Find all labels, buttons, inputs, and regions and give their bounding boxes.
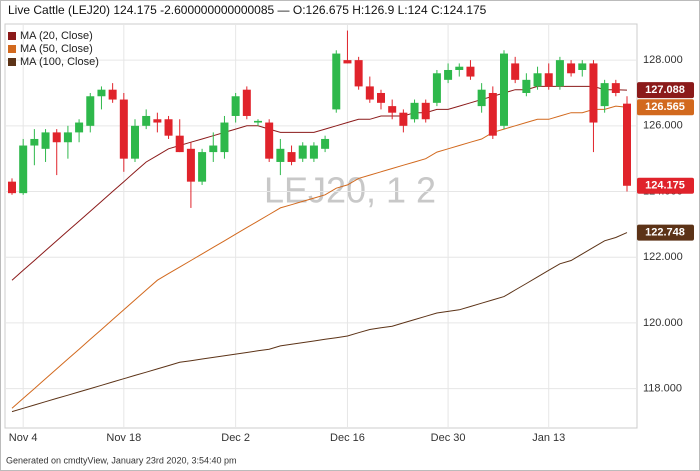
x-tick-label: Dec 30 xyxy=(431,432,466,444)
last-value-label: 122.748 xyxy=(645,227,685,239)
candle-body xyxy=(231,96,240,116)
candle-body xyxy=(589,63,598,123)
y-tick-label: 120.000 xyxy=(643,317,683,329)
candle-body xyxy=(455,66,464,70)
candle-body xyxy=(8,181,16,194)
watermark: LEJ20, 1 2 xyxy=(264,170,436,211)
y-tick-label: 128.000 xyxy=(643,54,683,66)
candle-body xyxy=(399,112,408,126)
candle-body xyxy=(567,63,576,74)
last-value-label: 127.088 xyxy=(645,84,685,96)
legend-swatch xyxy=(8,32,16,40)
candle-body xyxy=(533,73,542,87)
candle-body xyxy=(511,63,520,80)
last-value-label: 124.175 xyxy=(645,180,685,192)
candle-body xyxy=(198,152,207,182)
candle-body xyxy=(131,125,139,159)
candle-body xyxy=(477,89,486,107)
ma-line xyxy=(11,105,628,409)
candle-body xyxy=(309,145,318,159)
x-tick-label: Dec 2 xyxy=(221,432,250,444)
candle-body xyxy=(287,152,296,162)
candle-body xyxy=(254,120,262,123)
candle-body xyxy=(343,60,352,64)
candle-body xyxy=(332,53,341,110)
y-tick-label: 118.000 xyxy=(643,382,682,394)
candle-body xyxy=(19,145,28,194)
candle-body xyxy=(242,89,251,116)
candle-body xyxy=(522,79,531,93)
chart-title: Live Cattle (LEJ20) 124.175 -2.600000000… xyxy=(8,3,487,17)
y-tick-label: 126.000 xyxy=(643,120,683,132)
candle-body xyxy=(578,63,587,70)
candle-body xyxy=(298,145,307,159)
candle-body xyxy=(276,148,285,162)
candle-body xyxy=(209,145,218,153)
candle-body xyxy=(600,83,609,107)
candle-body xyxy=(75,122,84,133)
x-tick-label: Jan 13 xyxy=(532,432,565,444)
candle-body xyxy=(388,106,397,113)
footer: Generated on cmdtyView, January 23rd 202… xyxy=(6,455,236,465)
candle-body xyxy=(365,86,374,100)
candle-body xyxy=(432,73,441,103)
last-value-tag xyxy=(637,224,694,241)
candle-body xyxy=(354,60,363,87)
candle-body xyxy=(186,148,195,182)
candle-body xyxy=(500,53,508,126)
candle-body xyxy=(611,83,620,93)
candle-body xyxy=(421,102,430,120)
last-value-tag xyxy=(637,82,694,99)
candle-body xyxy=(41,132,50,149)
candle-body xyxy=(97,89,106,97)
candle-body xyxy=(164,119,173,136)
candle-body xyxy=(30,138,39,146)
x-tick-label: Nov 4 xyxy=(9,432,38,444)
candle-body xyxy=(63,132,72,143)
last-value-label: 126.565 xyxy=(645,101,685,113)
legend-label: MA (20, Close) xyxy=(20,30,93,42)
legend-label: MA (50, Close) xyxy=(20,43,93,55)
candle-body xyxy=(623,103,631,186)
candle-body xyxy=(444,69,453,80)
candle-body xyxy=(321,138,330,149)
candle-body xyxy=(108,89,117,100)
last-value-tag xyxy=(637,99,694,116)
legend-label: MA (100, Close) xyxy=(20,56,99,68)
legend-swatch xyxy=(8,45,16,53)
candle-body xyxy=(142,115,151,126)
candle-body xyxy=(175,135,184,153)
candle-body xyxy=(220,122,229,153)
candle-body xyxy=(555,60,564,87)
x-tick-label: Dec 16 xyxy=(330,432,365,444)
last-value-tag xyxy=(637,177,694,194)
candle-body xyxy=(119,99,128,159)
legend-swatch xyxy=(8,58,16,66)
candle-body xyxy=(265,122,274,159)
candle-body xyxy=(466,66,475,77)
y-tick-label: 122.000 xyxy=(643,251,683,263)
ma-line xyxy=(11,232,628,413)
candle-body xyxy=(153,119,162,123)
x-tick-label: Nov 18 xyxy=(106,432,141,444)
plot-area xyxy=(4,23,638,429)
candle-body xyxy=(86,96,95,126)
candle-body xyxy=(377,92,385,103)
candle-body xyxy=(488,92,497,136)
candle-body xyxy=(52,132,61,143)
candle-body xyxy=(410,102,419,120)
candle-body xyxy=(544,73,553,87)
